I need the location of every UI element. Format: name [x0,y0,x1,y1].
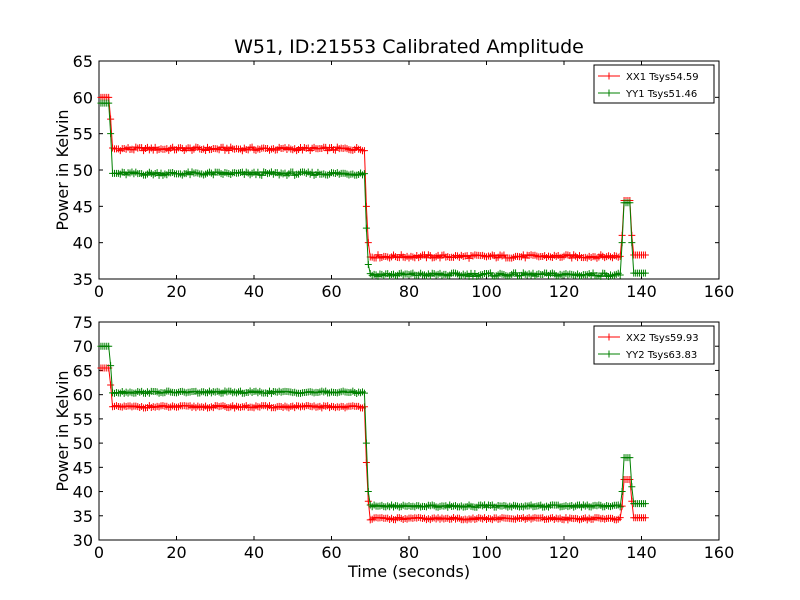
x-tick-label: 0 [94,543,104,562]
data-point [616,271,624,279]
x-tick-label: 140 [626,543,657,562]
data-point [641,251,649,259]
data-point [107,115,115,123]
data-point [641,269,649,277]
data-point [360,147,368,155]
data-point [628,483,636,491]
legend-marker [605,350,613,358]
x-tick-label: 120 [549,543,580,562]
data-point [107,362,115,370]
series-markers-1 [97,93,649,262]
y-tick-label: 50 [73,434,93,453]
x-tick-label: 100 [471,282,502,301]
legend-box [593,64,715,104]
legend-label: XX1 Tsys54.59 [626,72,699,83]
data-point [616,503,624,511]
data-point [641,514,649,522]
y-tick-label: 30 [73,531,93,550]
y-tick-label: 35 [73,507,93,526]
x-tick-label: 20 [166,543,186,562]
data-point [364,497,372,505]
x-tick-label: 0 [94,282,104,301]
figure-title: W51, ID:21553 Calibrated Amplitude [234,36,584,58]
y-tick-label: 50 [73,161,93,180]
top-panel: 0 20 40 60 80 100 120 140 160 35 40 45 50 55 60 65 Power… [53,52,734,301]
legend-marker [605,72,613,80]
y-tick-label: 40 [73,234,93,253]
x-tick-label: 40 [244,543,264,562]
data-point [364,260,372,268]
x-tick-label: 60 [321,282,341,301]
data-point [362,458,370,466]
y-tick-label: 40 [73,483,93,502]
y-tick-label: 35 [73,270,93,289]
legend-marker [605,333,613,341]
x-axis-label: Time (seconds) [347,562,470,581]
x-tick-label: 100 [471,543,502,562]
y-axis-label: Power in Kelvin [53,109,72,230]
data-point [107,130,115,138]
data-point [360,170,368,178]
data-point [107,381,115,389]
x-tick-label: 160 [704,282,735,301]
x-tick-label: 120 [549,282,580,301]
data-point [641,500,649,508]
x-tick-label: 40 [244,282,264,301]
x-tick-label: 140 [626,282,657,301]
y-tick-label: 45 [73,197,93,216]
data-point [626,199,634,207]
data-point [364,239,372,247]
y-tick-label: 75 [73,313,93,332]
data-point [616,514,624,522]
y-tick-label: 60 [73,386,93,405]
y-tick-label: 60 [73,88,93,107]
x-tick-label: 160 [704,543,735,562]
y-axis-label: Power in Kelvin [53,370,72,491]
series-markers-1 [97,364,649,524]
x-tick-label: 20 [166,282,186,301]
x-tick-label: 80 [399,282,419,301]
data-point [105,342,113,350]
data-point [360,389,368,397]
legend-label: YY1 Tsys51.46 [625,89,697,100]
data-point [362,224,370,232]
y-tick-label: 45 [73,458,93,477]
data-point [616,252,624,260]
y-tick-label: 65 [73,361,93,380]
y-tick-label: 55 [73,410,93,429]
data-point [105,99,113,107]
data-point [364,488,372,496]
data-point [618,488,626,496]
data-point [618,239,626,247]
data-point [626,475,634,483]
x-tick-label: 80 [399,543,419,562]
x-tick-label: 60 [321,543,341,562]
data-point [362,202,370,210]
data-point [362,439,370,447]
data-point [628,239,636,247]
bottom-panel: 0 20 40 60 80 100 120 140 160 30 35 40 45 50 55 60 65 70 7… [53,313,734,562]
y-tick-label: 55 [73,125,93,144]
legend-label: YY2 Tsys63.83 [625,350,697,361]
y-tick-label: 65 [73,52,93,71]
y-tick-label: 70 [73,337,93,356]
series-markers-2 [97,342,649,511]
legend-marker [605,89,613,97]
data-point [626,454,634,462]
legend-label: XX2 Tsys59.93 [626,333,699,344]
series-markers-2 [97,99,649,280]
legend-box [593,325,715,365]
